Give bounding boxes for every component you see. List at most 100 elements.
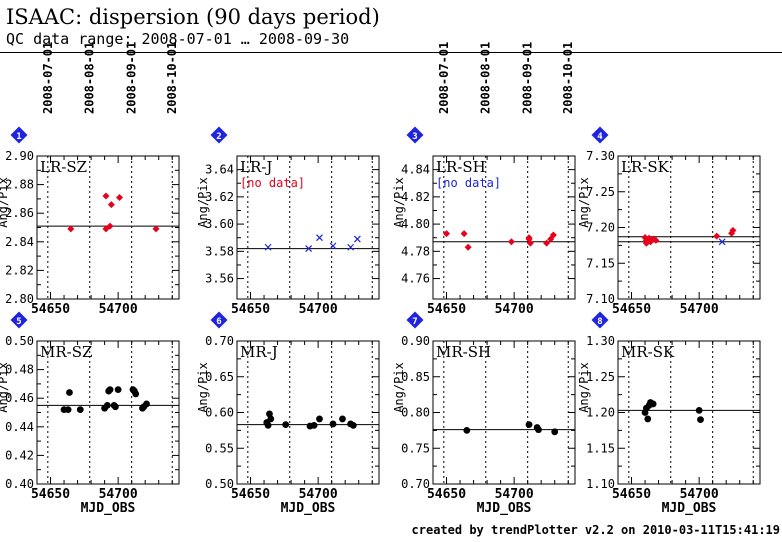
y-tick-label: 2.88 <box>5 178 34 192</box>
y-tick-label: 7.15 <box>586 256 615 270</box>
data-point <box>543 239 551 247</box>
y-tick-label: 0.90 <box>401 334 430 348</box>
x-tick-label: 54700 <box>495 302 534 317</box>
plot-frame <box>236 155 380 300</box>
y-tick-label: 0.70 <box>205 334 234 348</box>
y-axis-label: Ang/Pix <box>0 177 10 228</box>
data-point <box>106 222 114 230</box>
panel-marker-badge <box>406 126 424 144</box>
y-tick-label: 0.46 <box>5 391 34 405</box>
y-tick-label: 0.85 <box>401 370 430 384</box>
data-point <box>64 406 72 414</box>
plot-frame <box>432 155 576 300</box>
x-tick-label: 54650 <box>612 487 651 502</box>
panel-label: LR-SZ <box>40 158 87 176</box>
plot-frame <box>617 340 761 485</box>
footer-credit: created by trendPlotter v2.2 on 2010-03-… <box>411 523 780 537</box>
data-point <box>549 231 557 239</box>
panel-marker-badge <box>591 311 609 329</box>
data-point <box>349 421 357 429</box>
data-point <box>460 230 468 238</box>
y-tick-label: 0.48 <box>5 363 34 377</box>
panel-marker-badge <box>210 126 228 144</box>
x-tick-label: 54700 <box>680 302 719 317</box>
x-axis-label: MJD_OBS <box>81 501 136 516</box>
data-point <box>316 234 323 242</box>
page-subtitle: QC data range: 2008-07-01 … 2008-09-30 <box>6 30 350 48</box>
y-tick-label: 1.20 <box>586 406 615 420</box>
y-tick-label: 0.65 <box>205 370 234 384</box>
x-tick-label: 54700 <box>495 487 534 502</box>
date-label: 2008-08-01 <box>479 42 493 114</box>
data-point <box>644 415 652 423</box>
panel-mr-sk: 54650 54700 1.10 1.15 1.20 1.25 1.30 Ang/Pix MJD… <box>577 311 761 516</box>
data-point <box>76 406 84 414</box>
panel-marker-number: 1 <box>16 132 21 142</box>
panel-marker-badge <box>406 311 424 329</box>
plot-frame <box>617 155 761 300</box>
panel-label: LR-J <box>240 158 272 176</box>
date-label: 2008-09-01 <box>125 42 139 114</box>
data-point <box>264 421 272 429</box>
y-tick-label: 7.10 <box>586 292 615 306</box>
data-point <box>282 421 290 429</box>
y-tick-label: 4.76 <box>401 272 430 286</box>
y-tick-label: 7.25 <box>586 185 615 199</box>
x-tick-label: 54650 <box>31 487 70 502</box>
x-tick-label: 54700 <box>299 302 338 317</box>
y-tick-label: 0.70 <box>401 477 430 491</box>
y-tick-label: 0.75 <box>401 441 430 455</box>
y-axis-label: Ang/Pix <box>0 362 10 413</box>
x-tick-label: 54650 <box>427 302 466 317</box>
y-tick-label: 3.56 <box>205 272 234 286</box>
date-label: 2008-07-01 <box>41 42 55 114</box>
panel-label: MR-SZ <box>40 343 92 361</box>
data-point <box>443 230 451 238</box>
data-point <box>132 390 140 398</box>
x-tick-label: 54650 <box>31 302 70 317</box>
panel-marker-badge <box>210 311 228 329</box>
plot-frame <box>432 340 576 485</box>
no-data-note: [no data] <box>240 176 305 190</box>
x-tick-label: 54700 <box>99 487 138 502</box>
data-point <box>329 420 337 428</box>
data-point <box>347 243 355 251</box>
y-tick-label: 2.90 <box>5 149 34 163</box>
data-point <box>112 403 119 411</box>
data-point <box>264 243 272 251</box>
data-point <box>525 234 533 242</box>
data-point <box>267 415 275 423</box>
x-axis-label: MJD_OBS <box>477 501 532 516</box>
y-tick-label: 7.20 <box>586 221 615 235</box>
data-point <box>67 225 75 233</box>
data-point <box>697 416 704 424</box>
y-tick-label: 0.80 <box>401 406 430 420</box>
no-data-note: [no data] <box>436 176 501 190</box>
panel-lr-sz: 54650 54700 2.80 2.82 2.84 2.86 2.88 2.90 Ang/Pi… <box>0 42 180 317</box>
y-axis-label: Ang/Pix <box>577 177 591 228</box>
data-point <box>143 400 150 408</box>
x-tick-label: 54700 <box>299 487 338 502</box>
y-tick-label: 1.30 <box>586 334 615 348</box>
data-point <box>115 193 123 201</box>
x-tick-label: 54650 <box>231 302 270 317</box>
data-point <box>316 415 323 423</box>
data-point <box>507 238 515 246</box>
y-axis-label: Ang/Pix <box>392 362 406 413</box>
panel-mr-j: 54650 54700 0.50 0.55 0.60 0.65 0.70 Ang/Pix MJD… <box>196 311 380 516</box>
plot-frame <box>36 340 180 485</box>
data-point <box>464 243 472 251</box>
y-tick-label: 0.50 <box>205 477 234 491</box>
y-tick-label: 1.10 <box>586 477 615 491</box>
y-tick-label: 2.80 <box>5 292 34 306</box>
data-point <box>729 226 737 234</box>
data-point <box>525 421 533 429</box>
y-axis-label: Ang/Pix <box>392 177 406 228</box>
panel-marker-number: 8 <box>597 317 602 327</box>
x-axis-label: MJD_OBS <box>662 501 717 516</box>
y-tick-label: 2.82 <box>5 263 34 277</box>
panel-mr-sz: 54650 54700 0.40 0.42 0.44 0.46 0.48 0.50 Ang/Pi… <box>0 311 180 516</box>
data-point <box>526 239 534 247</box>
y-tick-label: 0.40 <box>5 477 34 491</box>
